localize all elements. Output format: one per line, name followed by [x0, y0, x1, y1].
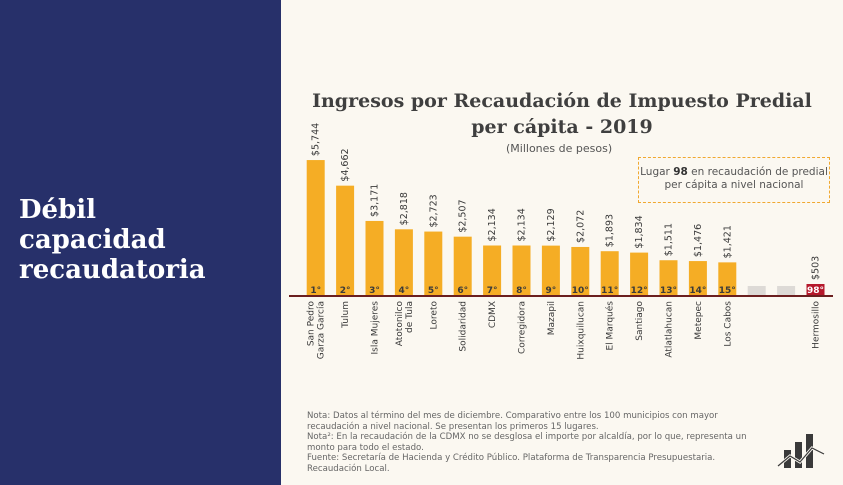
category-label-3: Isla Mujeres: [371, 301, 381, 355]
chart-subtitle: (Millones de pesos): [506, 142, 613, 155]
headline: Débil capacidad recaudatoria: [19, 195, 206, 285]
value-label-7: $2,134: [487, 208, 498, 241]
rank-label-14: 14°: [689, 286, 706, 296]
annotation-rank: 98: [673, 166, 688, 178]
rank-label-9: 9°: [546, 286, 557, 296]
category-label-7: CDMX: [488, 301, 498, 328]
value-label-10: $2,072: [575, 210, 586, 243]
annotation-box: Lugar 98 en recaudación de predial per c…: [638, 157, 830, 203]
value-label-5: $2,723: [428, 194, 439, 227]
left-panel: Débil capacidad recaudatoria: [0, 0, 281, 485]
bar-chart: 1° $5,744 San Pedro Garza García 2° $4,662 Tul…: [289, 123, 833, 360]
bar-13: [659, 260, 678, 296]
bar-chart-logo-icon: [777, 434, 825, 468]
value-label-3: $3,171: [370, 184, 381, 217]
category-label-1-line-2: Garza García: [317, 301, 327, 359]
value-label-15: $1,421: [722, 225, 733, 258]
bar-8: [512, 245, 531, 296]
category-label-12: Santiago: [635, 301, 645, 341]
annotation-line2: per cápita a nivel nacional: [664, 179, 804, 191]
rank-label-11: 11°: [601, 286, 618, 296]
rank-label-18: 98°: [807, 286, 824, 296]
rank-label-8: 8°: [516, 286, 527, 296]
value-label-18: $503: [811, 256, 822, 280]
rank-label-15: 15°: [719, 286, 736, 296]
footnote-1: Nota: Datos al término del mes de diciem…: [307, 411, 718, 432]
value-label-6: $2,507: [458, 199, 469, 232]
bar-4: [394, 229, 413, 296]
rank-label-1: 1°: [310, 286, 321, 296]
value-label-12: $1,834: [634, 215, 645, 248]
value-label-11: $1,893: [605, 214, 616, 247]
category-label-18: Hermosillo: [812, 301, 822, 349]
bar-11: [600, 251, 619, 296]
footnotes: Nota: Datos al término del mes de diciem…: [307, 411, 747, 475]
bar-14: [688, 261, 707, 296]
bar-10: [571, 246, 590, 296]
rank-label-6: 6°: [457, 286, 468, 296]
rank-label-7: 7°: [487, 286, 498, 296]
rank-label-10: 10°: [572, 286, 589, 296]
annotation-line1: en recaudación de predial: [687, 166, 828, 178]
rank-label-4: 4°: [399, 286, 410, 296]
bar-17: [777, 286, 796, 296]
category-label-4-line-2: de Tula: [405, 301, 415, 333]
value-label-4: $2,818: [399, 192, 410, 225]
category-label-15: Los Cabos: [723, 301, 733, 347]
bar-6: [453, 236, 472, 296]
category-label-14: Metepec: [694, 301, 704, 340]
category-label-11: El Marqués: [605, 301, 616, 351]
chart-panel: Ingresos por Recaudación de Impuesto Pre…: [281, 0, 843, 485]
rank-label-5: 5°: [428, 286, 439, 296]
footnote-source: Fuente: Secretaría de Hacienda y Crédito…: [307, 453, 716, 474]
bar-2: [336, 185, 355, 296]
category-label-1-line-1: San Pedro: [307, 301, 317, 347]
chart-title: Ingresos por Recaudación de Impuesto Pre…: [312, 90, 812, 138]
category-label-5: Loreto: [429, 301, 439, 330]
category-label-10: Huixquilucan: [576, 301, 586, 360]
bar-5: [424, 231, 443, 296]
bar-18: [806, 284, 825, 296]
bar-15: [718, 262, 737, 296]
value-label-14: $1,476: [693, 224, 704, 257]
rank-label-2: 2°: [340, 286, 351, 296]
annotation-prefix: Lugar: [640, 166, 674, 178]
bar-3: [365, 220, 384, 296]
category-label-6: Solidaridad: [459, 301, 469, 352]
category-label-4-line-1: Atotonilco: [395, 301, 405, 347]
category-label-9: Mazapil: [547, 301, 557, 335]
value-label-8: $2,134: [517, 208, 528, 241]
bar-7: [483, 245, 502, 296]
rank-label-13: 13°: [660, 286, 677, 296]
footnote-2: Nota²: En la recaudación de la CDMX no s…: [307, 432, 747, 453]
value-label-2: $4,662: [340, 148, 351, 181]
bar-16: [747, 286, 766, 296]
category-label-13: Atlatlahucan: [665, 301, 675, 358]
bar-12: [630, 252, 649, 296]
category-label-8: Corregidora: [518, 301, 528, 354]
value-label-9: $2,129: [546, 208, 557, 241]
category-label-2: Tulum: [341, 301, 351, 329]
bar-1: [306, 160, 325, 296]
rank-label-12: 12°: [631, 286, 648, 296]
bar-9: [541, 245, 560, 296]
value-label-13: $1,511: [664, 223, 675, 256]
value-label-1: $5,744: [311, 123, 322, 156]
rank-label-3: 3°: [369, 286, 380, 296]
